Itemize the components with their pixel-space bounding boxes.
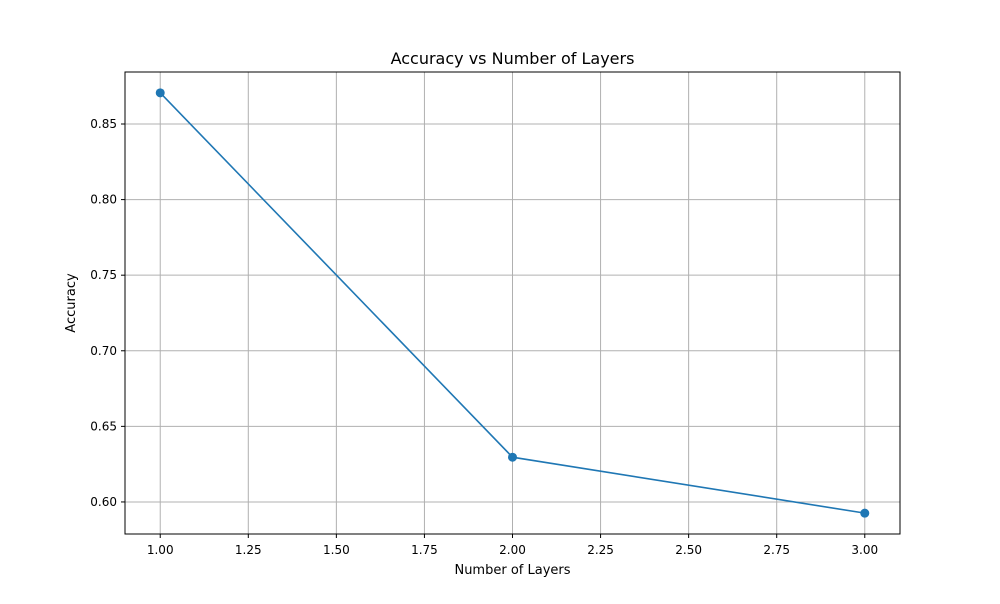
y-tick-label: 0.70 (90, 344, 117, 358)
x-axis-label: Number of Layers (454, 563, 570, 578)
x-tick-label: 1.00 (147, 543, 174, 557)
x-tick-label: 2.75 (763, 543, 790, 557)
x-tick-label: 2.00 (499, 543, 526, 557)
x-tick-label: 2.50 (675, 543, 702, 557)
data-point (860, 508, 870, 518)
x-tick-label: 2.25 (587, 543, 614, 557)
y-tick-label: 0.75 (90, 268, 117, 282)
grid-layer (125, 72, 900, 534)
x-tick-label: 1.25 (235, 543, 262, 557)
y-tick-label: 0.85 (90, 117, 117, 131)
y-axis-label: Accuracy (64, 273, 79, 333)
data-point (508, 452, 517, 462)
ticks-layer: 1.00 1.25 1.50 1.75 2.00 2.25 2.50 2.75 3.00 0.60… (90, 117, 878, 557)
x-tick-label: 1.75 (411, 543, 438, 557)
y-tick-label: 0.80 (90, 193, 117, 207)
data-point (155, 88, 165, 98)
series-layer (155, 88, 870, 518)
x-tick-label: 1.50 (323, 543, 350, 557)
x-tick-label: 3.00 (851, 543, 878, 557)
y-tick-label: 0.65 (90, 419, 117, 433)
chart-title: Accuracy vs Number of Layers (391, 49, 635, 68)
y-tick-label: 0.60 (90, 495, 117, 509)
